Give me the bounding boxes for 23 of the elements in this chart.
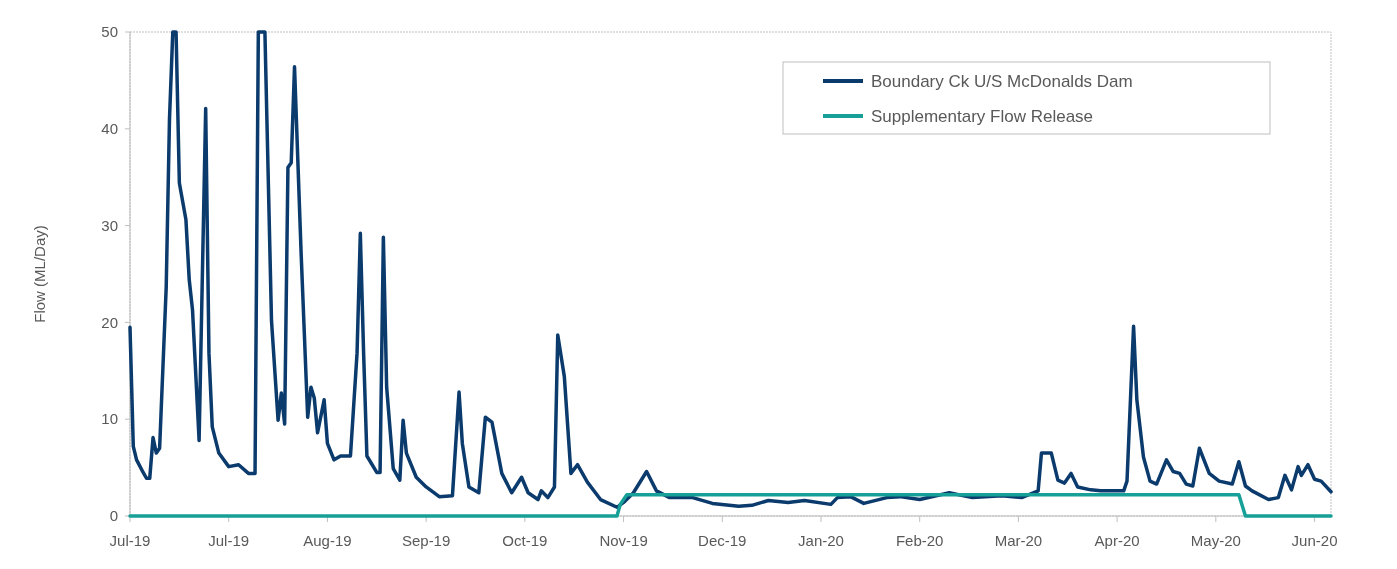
y-tick-label: 30	[101, 216, 118, 234]
y-tick-label: 50	[101, 23, 118, 41]
x-tick-label: Sep-19	[401, 532, 451, 549]
y-tick-label: 10	[101, 410, 118, 428]
y-tick-label: 0	[109, 507, 118, 525]
x-tick-label: Jun-20	[1291, 532, 1338, 549]
x-tick-label: Aug-19	[303, 532, 352, 549]
x-tick-label: Jul-19	[109, 532, 151, 549]
x-tick-label: Jan-20	[798, 532, 844, 549]
y-tick-label: 40	[101, 120, 118, 138]
legend-label: Boundary Ck U/S McDonalds Dam	[871, 71, 1133, 91]
x-tick-label: Oct-19	[502, 532, 548, 549]
x-tick-label: Apr-20	[1094, 532, 1140, 549]
x-tick-label: Jul-19	[208, 532, 250, 549]
x-tick-label: Nov-19	[599, 532, 648, 549]
x-tick-label: Feb-20	[895, 532, 944, 549]
y-axis-title: Flow (ML/Day)	[31, 225, 48, 323]
x-tick-label: Dec-19	[698, 532, 747, 549]
x-tick-label: Mar-20	[994, 532, 1043, 549]
line-series	[128, 30, 1333, 510]
x-tick-label: May-20	[1190, 532, 1241, 549]
y-tick-label: 20	[101, 313, 118, 331]
legend-label: Supplementary Flow Release	[871, 106, 1094, 126]
